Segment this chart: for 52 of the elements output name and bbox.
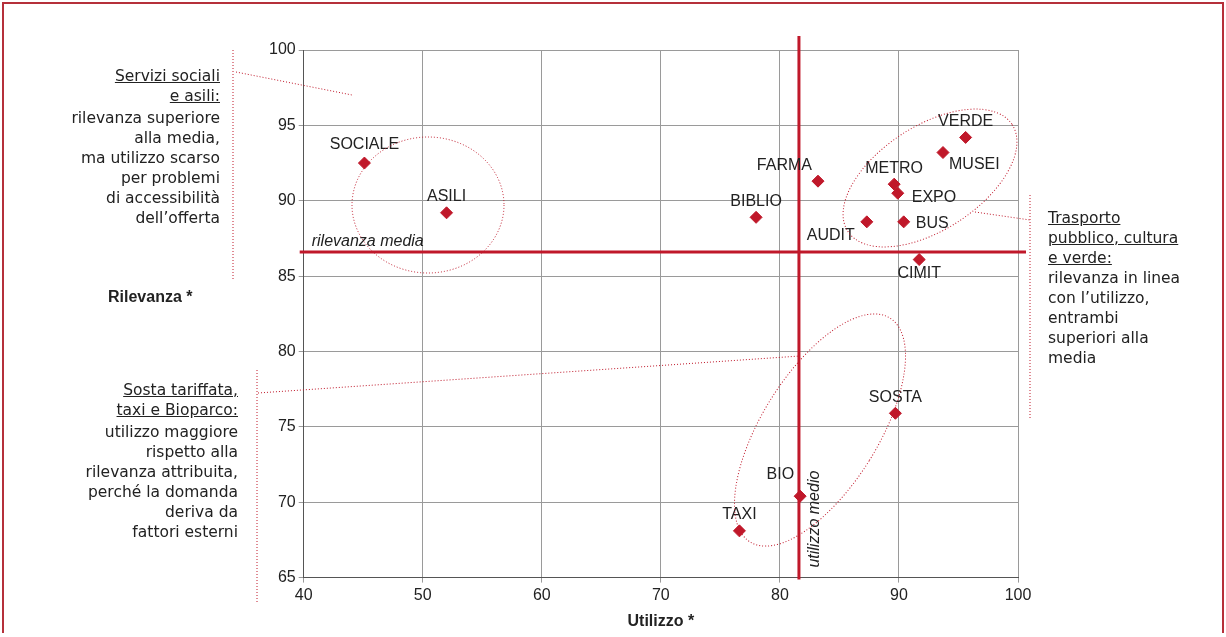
annotation: AUDIT <box>806 226 856 244</box>
y-tick-label: 80 <box>277 341 296 359</box>
point <box>749 210 763 224</box>
annotation: METRO <box>865 158 924 176</box>
y-tick-label: 70 <box>277 492 296 510</box>
point <box>811 174 825 188</box>
point <box>888 406 902 420</box>
annotation: CIMIT <box>897 263 942 281</box>
point <box>793 489 807 503</box>
annotation: MUSEI <box>949 154 1000 172</box>
y-tick-label: 65 <box>277 568 296 586</box>
x-tick-label: 40 <box>294 585 313 603</box>
y-axis-title: Rilevanza * <box>108 288 193 306</box>
x-tick-label: 100 <box>1004 585 1032 603</box>
y-tick-label: 85 <box>277 266 296 284</box>
annotation: BUS <box>915 214 949 232</box>
x-tick-label: 90 <box>890 585 908 603</box>
ref-line-label: utilizzo medio <box>804 470 822 568</box>
ref-line-label: rilevanza media <box>311 232 424 249</box>
y-tick-label: 75 <box>277 417 296 435</box>
annotation: EXPO <box>911 187 957 205</box>
point <box>732 524 746 538</box>
x-tick-label: 50 <box>413 585 432 603</box>
text: rilevanza superiore alla media, ma utilizzo scarso per problemi di accessibilità dell’offerta <box>70 108 220 228</box>
x-axis-title: Utilizzo * <box>627 611 695 629</box>
text: Trasporto pubblico, cultura e verde: <box>1048 208 1180 268</box>
annotation: SOCIALE <box>329 135 400 153</box>
text: utilizzo maggiore rispetto alla rilevanza attribuita, perché la domanda deriva da fattori esterni <box>84 422 238 542</box>
y-tick-label: 95 <box>277 115 296 133</box>
annotation: BIBLIO <box>730 191 782 209</box>
y-tick-label: 90 <box>277 191 296 209</box>
point <box>897 215 911 229</box>
text: Sosta tariffata, taxi e Bioparco: <box>115 380 238 420</box>
annotation: ASILI <box>426 187 467 205</box>
y-tick-label: 100 <box>268 40 296 58</box>
x-tick-label: 80 <box>771 585 789 603</box>
point <box>936 146 950 160</box>
point <box>887 177 901 191</box>
point <box>912 253 926 267</box>
point <box>891 186 905 200</box>
annotation: TAXI <box>722 505 757 523</box>
point <box>440 206 454 220</box>
text: rilevanza in linea con l’utilizzo, entrambi superiori alla media <box>1048 268 1182 368</box>
annotation: VERDE <box>938 111 994 129</box>
annotation: SOSTA <box>868 387 923 405</box>
point <box>357 156 371 170</box>
x-tick-label: 70 <box>651 585 670 603</box>
point <box>860 215 874 229</box>
x-tick-label: 60 <box>532 585 551 603</box>
text: Servizi sociali e asili: <box>113 66 220 106</box>
point <box>959 130 973 144</box>
annotation: BIO <box>766 464 795 482</box>
